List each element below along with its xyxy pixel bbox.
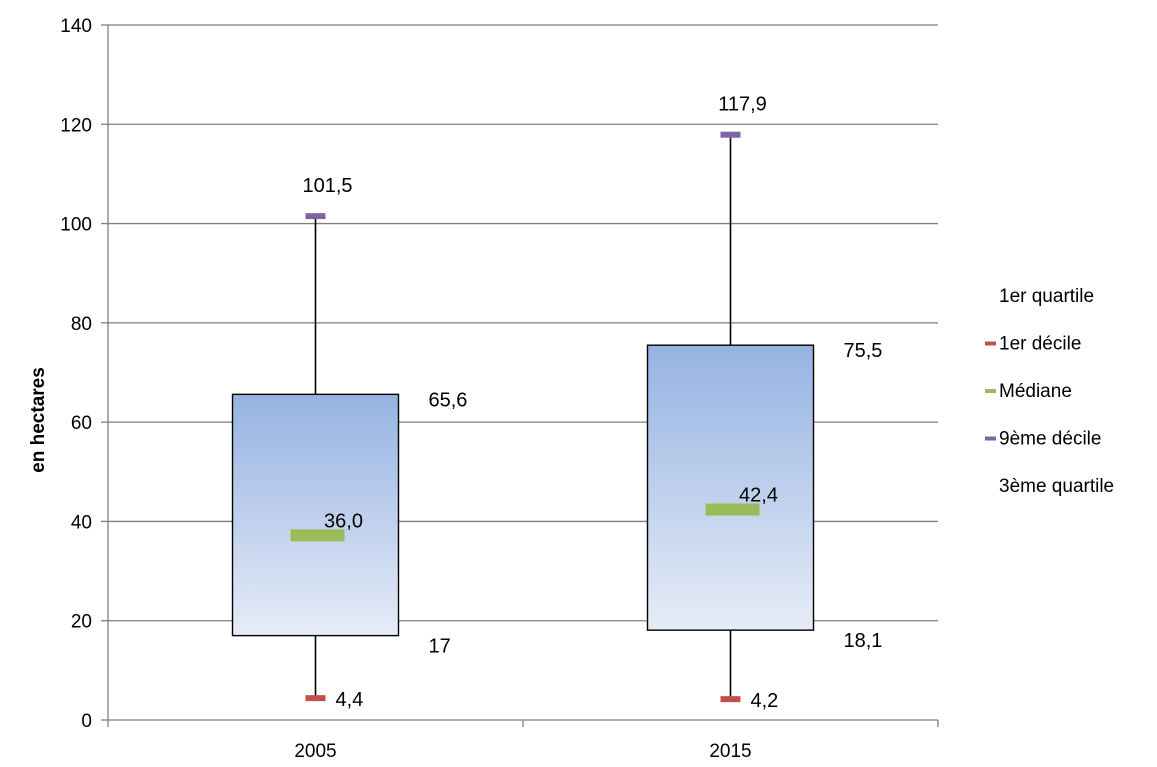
box-2015: [646, 131, 815, 703]
median-marker: [705, 503, 760, 516]
label-third-quartile: 75,5: [844, 340, 883, 362]
legend-marker: [985, 436, 996, 441]
legend-label: 1er quartile: [999, 286, 1094, 307]
label-first-quartile: 18,1: [844, 630, 883, 652]
legend-item: 1er quartile: [999, 286, 1094, 307]
y-tick-label: 0: [81, 711, 92, 732]
label-first-decile: 4,4: [336, 689, 364, 711]
legend-label: Médiane: [999, 381, 1072, 402]
y-tick-label: 60: [71, 413, 92, 434]
label-median: 42,4: [739, 485, 778, 507]
legend-label: 3ème quartile: [999, 476, 1114, 497]
first-decile-marker: [720, 696, 741, 703]
x-tick-label: 2015: [709, 741, 751, 762]
legend-item: 3ème quartile: [999, 476, 1114, 497]
legend-marker: [985, 389, 996, 393]
legend-label: 1er décile: [999, 334, 1081, 355]
legend: 1er quartile 1er décile Médiane 9ème décile…: [985, 286, 1114, 497]
y-tick-label: 80: [71, 314, 92, 335]
ninth-decile-marker: [305, 213, 326, 220]
interquartile-box: [646, 344, 815, 631]
box-2005: [231, 213, 400, 702]
legend-item: 1er décile: [985, 334, 1081, 355]
ninth-decile-marker: [720, 131, 741, 138]
median-marker: [290, 529, 345, 542]
label-first-quartile: 17: [429, 636, 451, 658]
y-tick-label: 40: [71, 512, 92, 533]
legend-marker: [985, 341, 996, 346]
y-axis-title: en hectares: [28, 367, 49, 473]
label-ninth-decile: 101,5: [302, 175, 352, 197]
interquartile-box: [231, 393, 400, 637]
label-third-quartile: 65,6: [429, 389, 468, 411]
y-tick-label: 20: [71, 612, 92, 633]
legend-item: Médiane: [985, 381, 1072, 402]
boxes: [231, 131, 815, 703]
x-tick-label: 2005: [294, 741, 336, 762]
label-first-decile: 4,2: [751, 690, 779, 712]
legend-label: 9ème décile: [999, 429, 1101, 450]
axes: 0 20 40 60 80 100 120 140 2005 2015: [60, 16, 939, 762]
first-decile-marker: [305, 695, 326, 702]
legend-item: 9ème décile: [985, 429, 1101, 450]
y-tick-label: 140: [60, 16, 92, 37]
y-tick-label: 120: [60, 115, 92, 136]
y-tick-label: 100: [60, 215, 92, 236]
data-labels: 101,5 65,6 36,0 17 4,4 117,9 75,5 42,4 18,1 4,2: [302, 94, 882, 712]
label-median: 36,0: [324, 510, 363, 532]
label-ninth-decile: 117,9: [718, 94, 767, 116]
